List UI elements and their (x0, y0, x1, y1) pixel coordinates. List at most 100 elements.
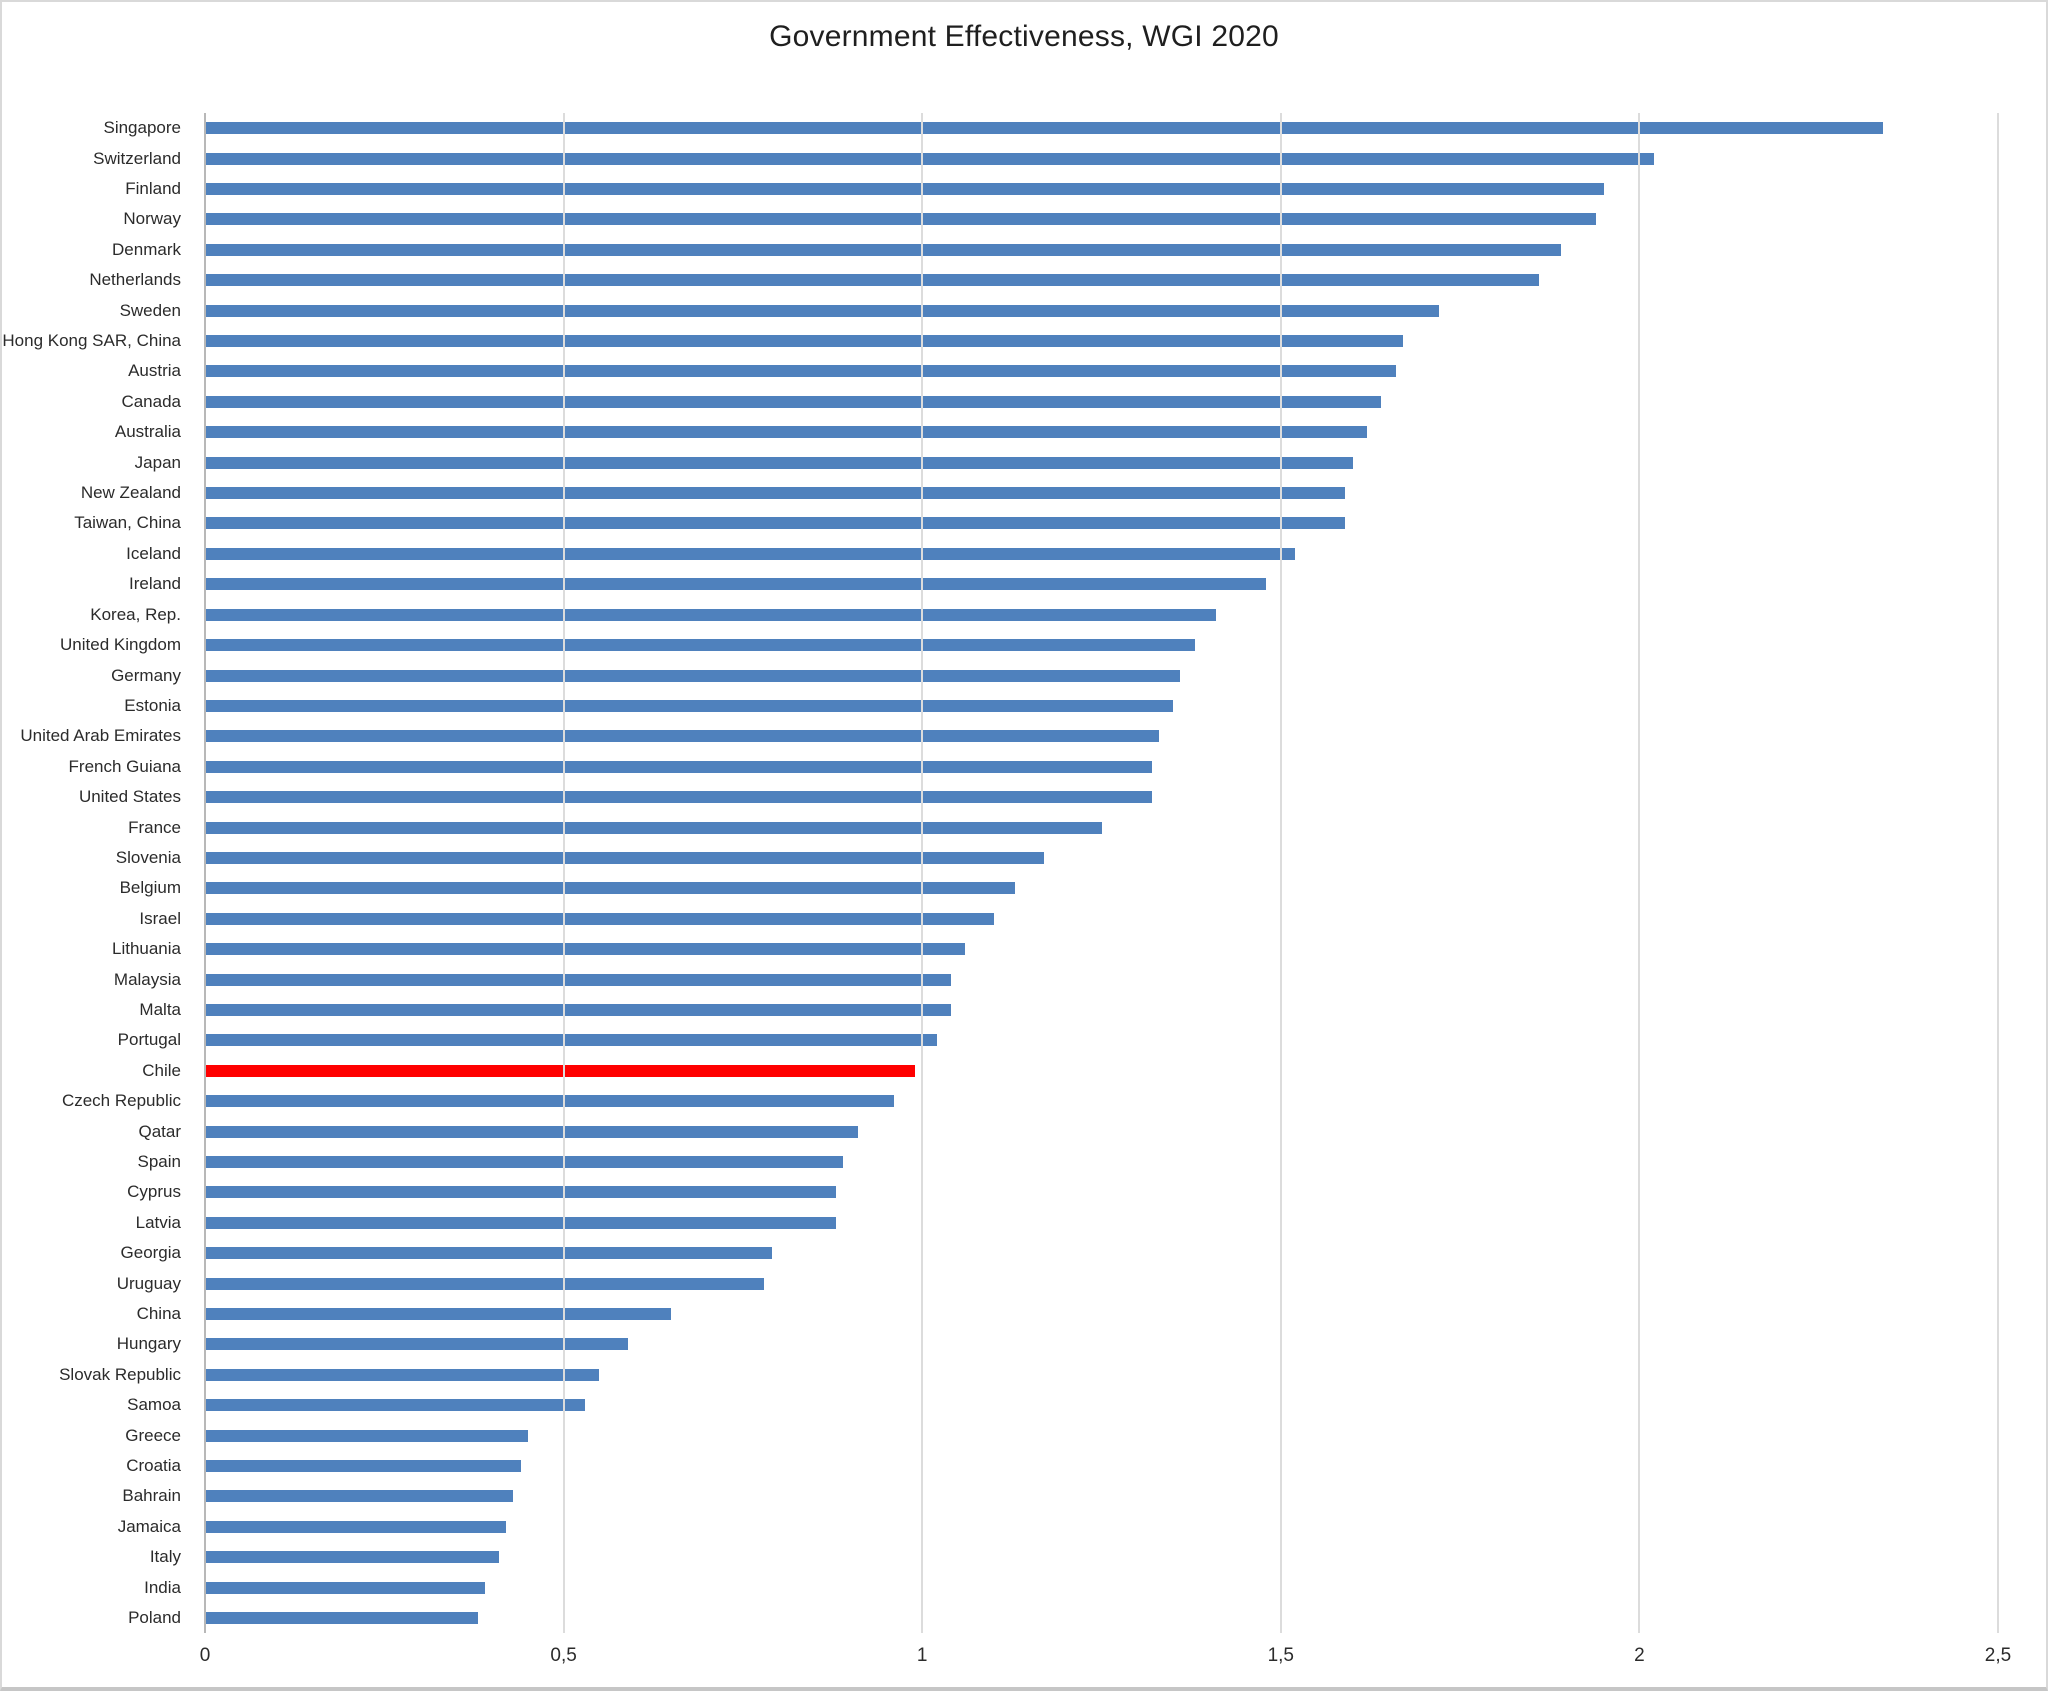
gridline (1997, 113, 1999, 1633)
bar-row (205, 1603, 1998, 1633)
bar-row (205, 752, 1998, 782)
bar-row (205, 174, 1998, 204)
bar-row (205, 1573, 1998, 1603)
bar (205, 1003, 951, 1016)
bar (205, 730, 1159, 743)
bar-row (205, 417, 1998, 447)
bar (205, 1125, 858, 1138)
bar-row (205, 569, 1998, 599)
category-label: France (128, 817, 181, 837)
category-label: Israel (139, 908, 181, 928)
category-label: United States (78, 787, 181, 807)
category-label: French Guiana (68, 756, 181, 776)
bar-row (205, 204, 1998, 234)
bar-row (205, 447, 1998, 477)
bar (205, 1429, 528, 1442)
bar (205, 1247, 772, 1260)
category-label: Finland (125, 179, 181, 199)
category-label: United Arab Emirates (20, 726, 181, 746)
bar (205, 1460, 521, 1473)
bar (205, 426, 1367, 439)
bar (205, 395, 1382, 408)
bar (205, 1095, 894, 1108)
bar-row (205, 812, 1998, 842)
category-label: Latvia (135, 1212, 181, 1232)
category-labels: Singapore Switzerland Finland Norway Denmark… (2, 113, 193, 1633)
category-label: Singapore (103, 118, 181, 138)
bar-row (205, 295, 1998, 325)
category-label: Jamaica (117, 1516, 181, 1536)
category-label: Canada (121, 391, 181, 411)
bar (205, 1308, 672, 1321)
x-axis-tick-label: 1,5 (1267, 1645, 1295, 1666)
bar-row (205, 478, 1998, 508)
category-label: Croatia (126, 1456, 181, 1476)
bar (205, 882, 1016, 895)
bar (205, 213, 1597, 226)
category-label: Australia (114, 422, 181, 442)
chart-title: Government Effectiveness, WGI 2020 (769, 20, 1279, 53)
bar (205, 1277, 765, 1290)
category-label: Georgia (120, 1243, 181, 1263)
bar-row (205, 995, 1998, 1025)
bar (205, 1520, 507, 1533)
category-label: Czech Republic (61, 1091, 181, 1111)
category-label: Chile (142, 1060, 181, 1080)
category-label: Slovenia (115, 847, 181, 867)
category-label: China (136, 1304, 181, 1324)
category-label: Malta (139, 999, 181, 1019)
x-axis-tick-label: 2 (1634, 1645, 1645, 1666)
bar-row (205, 1451, 1998, 1481)
bar-row (205, 691, 1998, 721)
bar (205, 183, 1604, 196)
bar-row (205, 1481, 1998, 1511)
category-label: Sweden (119, 300, 181, 320)
x-axis-tick-label: 2,5 (1984, 1645, 2012, 1666)
bar-row (205, 873, 1998, 903)
bar (205, 791, 1152, 804)
category-label: Lithuania (111, 939, 181, 959)
x-axis: 0 0,5 1 1,5 2 2,5 (200, 1633, 2012, 1683)
bar-row (205, 964, 1998, 994)
bar-row (205, 113, 1998, 143)
bar (205, 1612, 478, 1625)
category-label: Japan (134, 452, 181, 472)
bar (205, 517, 1346, 530)
category-label: Belgium (119, 878, 181, 898)
category-label: Spain (137, 1152, 181, 1172)
bar-row (205, 630, 1998, 660)
category-label: Qatar (138, 1121, 181, 1141)
bar-row (205, 235, 1998, 265)
category-label: Slovak Republic (59, 1364, 181, 1384)
bar (205, 1338, 629, 1351)
bar (205, 699, 1174, 712)
bar (205, 943, 966, 956)
bar (205, 335, 1403, 348)
bar-row (205, 265, 1998, 295)
category-label: Germany (111, 665, 181, 685)
bar (205, 851, 1045, 864)
bar (205, 1156, 844, 1169)
category-label: Ireland (129, 574, 181, 594)
gridline (1638, 113, 1641, 1633)
bar (205, 1368, 600, 1381)
bar (205, 1216, 837, 1229)
category-label: Cyprus (127, 1182, 181, 1202)
bar-row (205, 1116, 1998, 1146)
plot-area (204, 113, 1999, 1633)
bar (205, 1034, 937, 1047)
bar (205, 547, 1296, 560)
bar-row (205, 1299, 1998, 1329)
bar-row (205, 1208, 1998, 1238)
bar (205, 122, 1884, 135)
category-label: Iceland (126, 543, 181, 563)
bar-row (205, 782, 1998, 812)
bar (205, 365, 1396, 378)
category-label: Switzerland (93, 148, 181, 168)
category-label: Denmark (112, 239, 181, 259)
bar (205, 456, 1353, 469)
category-label: Italy (149, 1547, 181, 1567)
category-label: India (144, 1577, 181, 1597)
category-label: Hungary (116, 1334, 181, 1354)
